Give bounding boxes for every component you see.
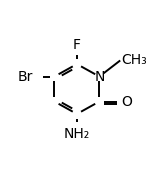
Text: F: F (73, 38, 81, 52)
Text: O: O (121, 94, 132, 109)
Text: CH₃: CH₃ (121, 53, 147, 67)
Text: N: N (94, 69, 104, 84)
Text: NH₂: NH₂ (64, 127, 90, 141)
Text: Br: Br (17, 69, 33, 84)
